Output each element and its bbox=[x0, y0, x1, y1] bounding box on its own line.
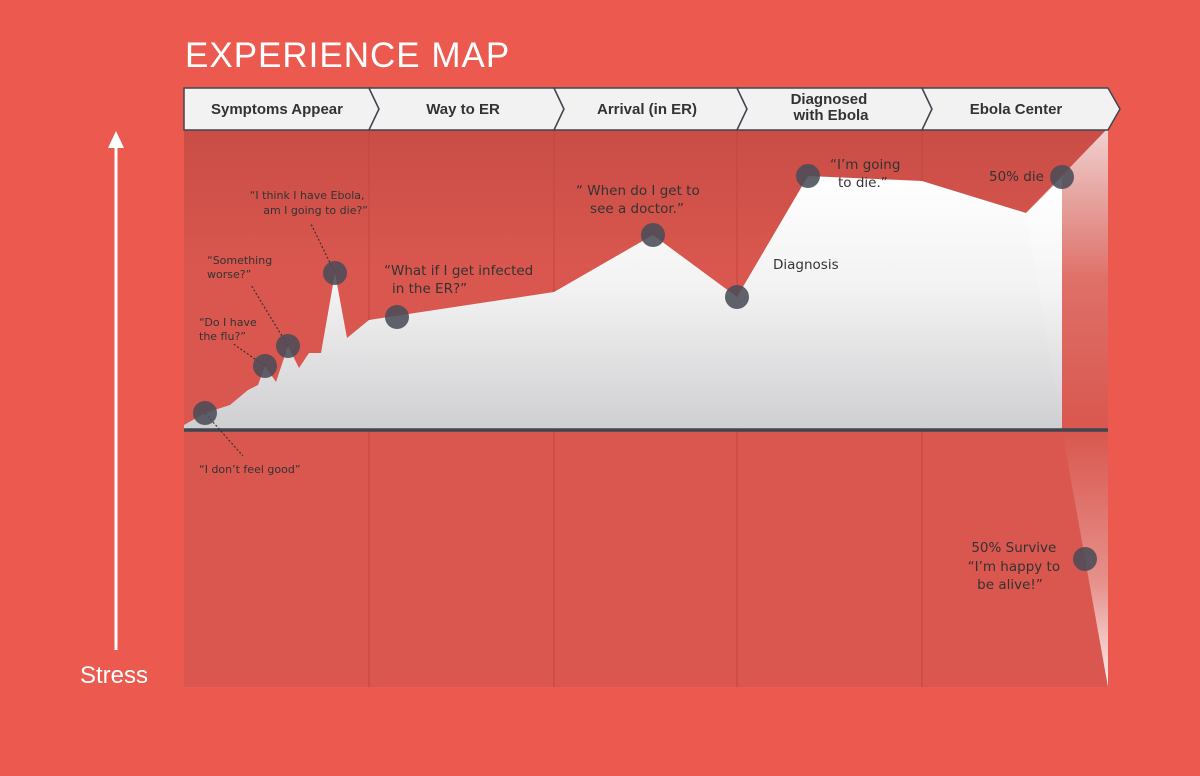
marker-dont-feel-good bbox=[193, 401, 217, 425]
annotation-dont-feel-good: “I don’t feel good” bbox=[199, 463, 301, 476]
annotations: “I don’t feel good” “Do I have the flu?”… bbox=[199, 157, 1065, 593]
phase-label-way-to-er: Way to ER bbox=[426, 101, 500, 118]
annotation-think-ebola: “I think I have Ebola, am I going to die… bbox=[250, 189, 368, 217]
phase-label-diagnosed: Diagnosed with Ebola bbox=[791, 91, 872, 124]
annotation-flu: “Do I have the flu?” bbox=[199, 316, 260, 343]
marker-50-survive bbox=[1073, 547, 1097, 571]
annotation-something-worse: “Something worse?” bbox=[207, 254, 276, 281]
annotation-diagnosis: Diagnosis bbox=[773, 257, 839, 273]
marker-diagnosis bbox=[725, 285, 749, 309]
annotation-50-die: 50% die bbox=[989, 169, 1044, 185]
stress-curve-area bbox=[184, 176, 1062, 430]
annotation-infected-in-er: “What if I get infected in the ER?” bbox=[384, 263, 538, 297]
marker-see-doctor bbox=[641, 223, 665, 247]
phase-header: Symptoms Appear Way to ER Arrival (in ER… bbox=[183, 87, 1121, 131]
marker-50-die bbox=[1050, 165, 1074, 189]
stress-axis-arrow bbox=[108, 131, 124, 650]
phase-label-symptoms: Symptoms Appear bbox=[211, 101, 343, 118]
phase-label-arrival: Arrival (in ER) bbox=[597, 101, 697, 118]
marker-flu bbox=[253, 354, 277, 378]
phase-label-ebola-center: Ebola Center bbox=[970, 101, 1063, 118]
stress-axis-label: Stress bbox=[80, 662, 149, 689]
annotation-see-doctor: “ When do I get to see a doctor.” bbox=[576, 183, 704, 217]
marker-going-to-die bbox=[796, 164, 820, 188]
marker-something-worse bbox=[276, 334, 300, 358]
marker-think-ebola bbox=[323, 261, 347, 285]
marker-infected-in-er bbox=[385, 305, 409, 329]
die-branch bbox=[1026, 128, 1108, 430]
markers bbox=[193, 164, 1097, 571]
phase-segment-ebola-center bbox=[920, 87, 1121, 131]
annotation-going-to-die: “I’m going to die.” bbox=[830, 157, 905, 191]
annotation-50-survive: 50% Survive “I’m happy to be alive!” bbox=[968, 540, 1065, 593]
page-title: EXPERIENCE MAP bbox=[185, 36, 511, 75]
